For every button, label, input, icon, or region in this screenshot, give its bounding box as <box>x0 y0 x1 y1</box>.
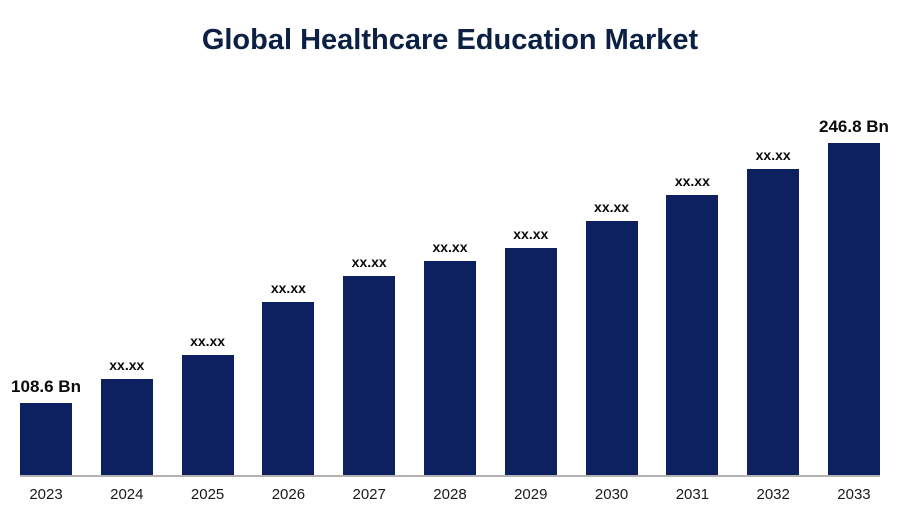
bar-value-label-2028: xx.xx <box>432 239 468 255</box>
bar-2025 <box>181 355 234 475</box>
bar-group-2033: 246.8 Bn <box>819 117 889 475</box>
bar-2032 <box>747 169 800 475</box>
bar-group-2027: xx.xx <box>343 254 396 475</box>
tick-label-2024: 2024 <box>110 486 144 503</box>
tick-label-2033: 2033 <box>837 486 871 503</box>
bar-2029 <box>504 248 557 475</box>
bar-group-2028: xx.xx <box>423 239 476 475</box>
bar-group-2032: xx.xx <box>747 147 800 475</box>
bar-group-2029: xx.xx <box>504 226 557 475</box>
tick-label-2030: 2030 <box>594 486 629 503</box>
bar-group-2025: xx.xx <box>181 333 234 475</box>
tick-label-2029: 2029 <box>514 486 548 503</box>
bar-value-label-2025: xx.xx <box>190 333 226 349</box>
bar-group-2023: 108.6 Bn <box>11 377 81 475</box>
bar-value-label-2027: xx.xx <box>351 254 387 270</box>
tick-label-2028: 2028 <box>433 486 467 503</box>
bar-group-2031: xx.xx <box>666 173 719 475</box>
bar-value-label-2031: xx.xx <box>674 173 710 189</box>
bar-2030 <box>585 221 638 475</box>
tick-label-2031: 2031 <box>675 486 710 503</box>
tick-label-2023: 2023 <box>29 486 63 503</box>
chart-title: Global Healthcare Education Market <box>201 24 699 56</box>
bar-value-label-2033: 246.8 Bn <box>819 117 889 136</box>
bar-group-2026: xx.xx <box>262 280 315 475</box>
tick-label-2027: 2027 <box>352 486 386 503</box>
bar-value-label-2029: xx.xx <box>513 226 549 242</box>
bars-container: 108.6 Bn xx.xx xx.xx xx.xx xx.xx xx.xx xx.xx xx… <box>11 92 889 477</box>
bar-value-label-2030: xx.xx <box>594 199 630 215</box>
bar-value-label-2026: xx.xx <box>270 280 306 296</box>
bar-2031 <box>666 195 719 475</box>
bar-value-label-2032: xx.xx <box>755 147 791 163</box>
bar-value-label-2024: xx.xx <box>109 357 145 373</box>
tick-label-2025: 2025 <box>190 486 225 503</box>
bar-2023 <box>20 403 72 475</box>
plot-area: 108.6 Bn xx.xx xx.xx xx.xx xx.xx xx.xx xx.xx xx… <box>11 92 889 503</box>
x-axis-tick-labels: 2023 2024 2025 2026 2027 2028 2029 2030 2031 2032… <box>20 477 880 503</box>
bar-2026 <box>262 302 315 475</box>
bar-2024 <box>100 379 153 475</box>
bar-group-2030: xx.xx <box>585 199 638 475</box>
bar-2033 <box>827 143 880 475</box>
bar-2028 <box>423 261 476 475</box>
bar-2027 <box>343 276 396 475</box>
bar-group-2024: xx.xx <box>100 357 153 475</box>
bar-value-label-2023: 108.6 Bn <box>11 377 81 396</box>
tick-label-2032: 2032 <box>756 486 790 503</box>
tick-label-2026: 2026 <box>271 486 306 503</box>
